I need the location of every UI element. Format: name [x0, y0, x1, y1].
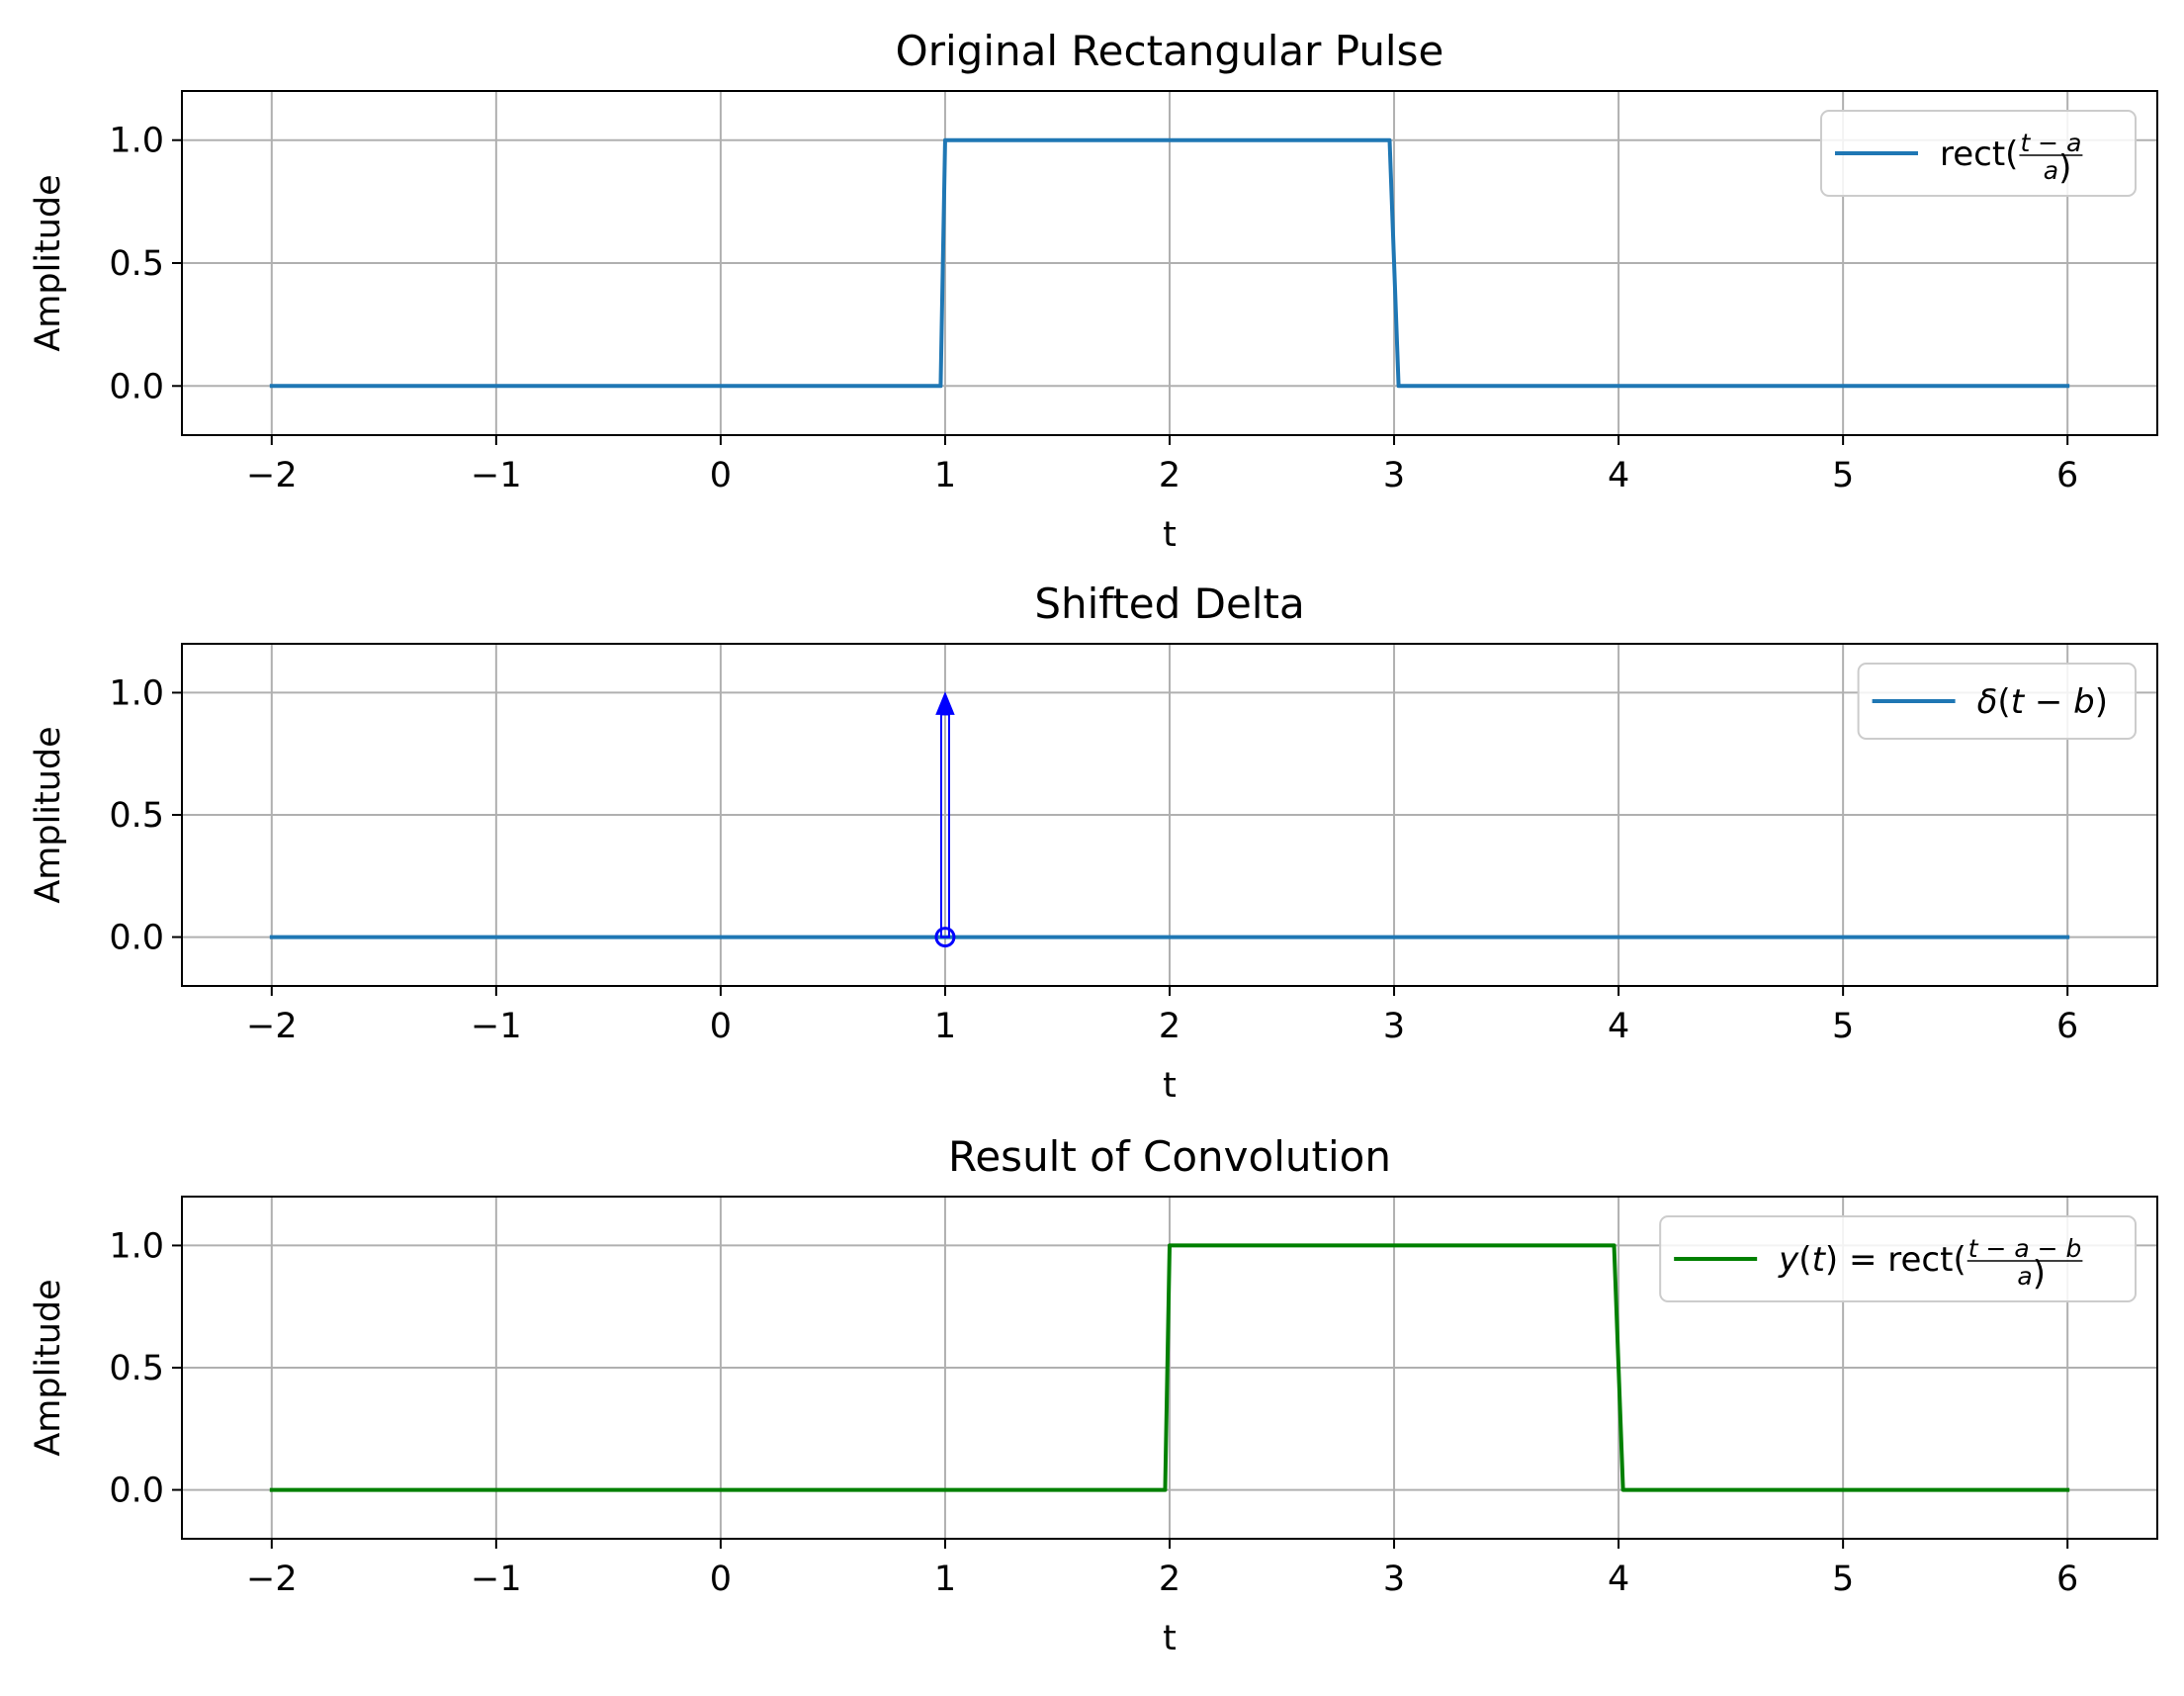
chart2-legend: δ(t − b)	[1857, 663, 2137, 740]
chart3-series-line	[269, 1243, 2070, 1492]
chart3-y-tick-label: 1.0	[109, 1226, 164, 1266]
chart1: −2 −1 0 1 2 3 4 5 6 0.0 0.5 1.0 Original Rectangular…	[29, 27, 2158, 555]
chart3-x-tick-label: −2	[246, 1560, 298, 1599]
chart1-x-tick-label: 3	[1383, 456, 1405, 495]
chart3-legend-text: (	[1798, 1240, 1811, 1280]
chart3-legend-label: y(t) = rect(t − a − b a)	[1778, 1234, 2081, 1294]
chart2-legend-label: δ(t − b)	[1977, 682, 2108, 722]
chart2-x-tick-label: 5	[1832, 1007, 1854, 1046]
chart2-x-tick-label: 2	[1159, 1007, 1180, 1046]
chart1-legend-text: rect(	[1940, 134, 2018, 174]
chart3-x-tick-label: 4	[1608, 1560, 1629, 1599]
chart2-x-axis-label: t	[1163, 1066, 1177, 1106]
chart2-x-tick-label: 6	[2056, 1007, 2078, 1046]
chart2-y-tick-label: 1.0	[109, 673, 164, 713]
chart3-legend-text: )	[2033, 1254, 2046, 1294]
chart2: −2 −1 0 1 2 3 4 5 6 0.0 0.5 1.0 Shifted Delta t Amplit…	[29, 580, 2158, 1106]
chart2-title: Shifted Delta	[1034, 580, 1304, 628]
chart3-x-tick-label: 2	[1159, 1560, 1180, 1599]
chart1-legend-fraction-numerator: t − a	[2020, 129, 2081, 157]
chart2-delta-marker	[934, 927, 956, 948]
chart3-title: Result of Convolution	[948, 1132, 1391, 1181]
chart3-y-tick-label: 0.5	[109, 1349, 164, 1388]
chart1-y-tick-label: 0.0	[109, 367, 164, 406]
chart2-legend-text: δ	[1977, 682, 1998, 722]
chart3-y-axis-label: Amplitude	[29, 1279, 68, 1456]
chart2-delta-arrow-head	[935, 691, 955, 715]
chart1-y-tick-label: 1.0	[109, 122, 164, 161]
chart2-legend-text: )	[2095, 682, 2108, 722]
chart1-y-tick-label: 0.5	[109, 244, 164, 284]
chart3-legend-fraction-numerator: t − a − b	[1968, 1234, 2082, 1263]
chart1-title: Original Rectangular Pulse	[896, 27, 1444, 75]
chart1-x-tick-label: 4	[1608, 456, 1629, 495]
chart1-y-axis-label: Amplitude	[29, 174, 68, 351]
chart1-x-axis-label: t	[1163, 515, 1177, 555]
chart3-y-tick-label: 0.0	[109, 1472, 164, 1511]
chart1-x-tick-label: 5	[1832, 456, 1854, 495]
chart1-x-tick-label: −1	[471, 456, 522, 495]
chart3-legend-text: y	[1778, 1240, 1799, 1280]
chart1-x-tick-label: 6	[2056, 456, 2078, 495]
chart1-x-tick-label: −2	[246, 456, 298, 495]
chart3-legend: y(t) = rect(t − a − b a)	[1659, 1215, 2137, 1302]
chart3-x-tick-label: −1	[471, 1560, 522, 1599]
chart2-x-tick-label: −2	[246, 1007, 298, 1046]
chart2-y-tick-label: 0.5	[109, 796, 164, 836]
chart3-legend-text: t	[1812, 1240, 1827, 1280]
chart2-y-tick-label: 0.0	[109, 919, 164, 958]
chart1-series-line	[269, 137, 2070, 389]
chart2-legend-text: (	[1997, 682, 2010, 722]
chart2-legend-text: −	[2024, 682, 2073, 722]
chart1-legend-fraction-denominator: a	[2044, 156, 2058, 185]
chart3-legend-text: ) = rect(	[1825, 1240, 1966, 1280]
chart1-legend: rect(t − a a)	[1819, 110, 2137, 197]
chart2-x-tick-label: −1	[471, 1007, 522, 1046]
chart3-legend-frame	[1659, 1215, 2137, 1302]
chart1-x-tick-label: 2	[1159, 456, 1180, 495]
chart1-legend-frame	[1819, 110, 2137, 197]
chart3: −2 −1 0 1 2 3 4 5 6 0.0 0.5 1.0 Result of Convolutio…	[29, 1132, 2158, 1658]
chart2-x-tick-label: 0	[710, 1007, 732, 1046]
chart2-legend-frame	[1857, 663, 2137, 740]
chart1-x-tick-label: 0	[710, 456, 732, 495]
chart3-legend-fraction-denominator: a	[2017, 1262, 2032, 1291]
chart2-x-tick-label: 4	[1608, 1007, 1629, 1046]
chart1-legend-text: )	[2058, 148, 2071, 188]
chart3-x-tick-label: 0	[710, 1560, 732, 1599]
chart3-x-tick-label: 3	[1383, 1560, 1405, 1599]
chart3-x-tick-label: 6	[2056, 1560, 2078, 1599]
chart2-y-axis-label: Amplitude	[29, 726, 68, 903]
chart2-x-tick-label: 3	[1383, 1007, 1405, 1046]
chart2-legend-text: t	[2011, 682, 2026, 722]
chart2-x-tick-label: 1	[934, 1007, 956, 1046]
chart3-x-tick-label: 5	[1832, 1560, 1854, 1599]
chart3-x-tick-label: 1	[934, 1560, 956, 1599]
chart1-legend-label: rect(t − a a)	[1940, 129, 2081, 188]
chart1-x-tick-label: 1	[934, 456, 956, 495]
chart3-x-axis-label: t	[1163, 1619, 1177, 1658]
chart2-legend-text: b	[2073, 682, 2095, 722]
